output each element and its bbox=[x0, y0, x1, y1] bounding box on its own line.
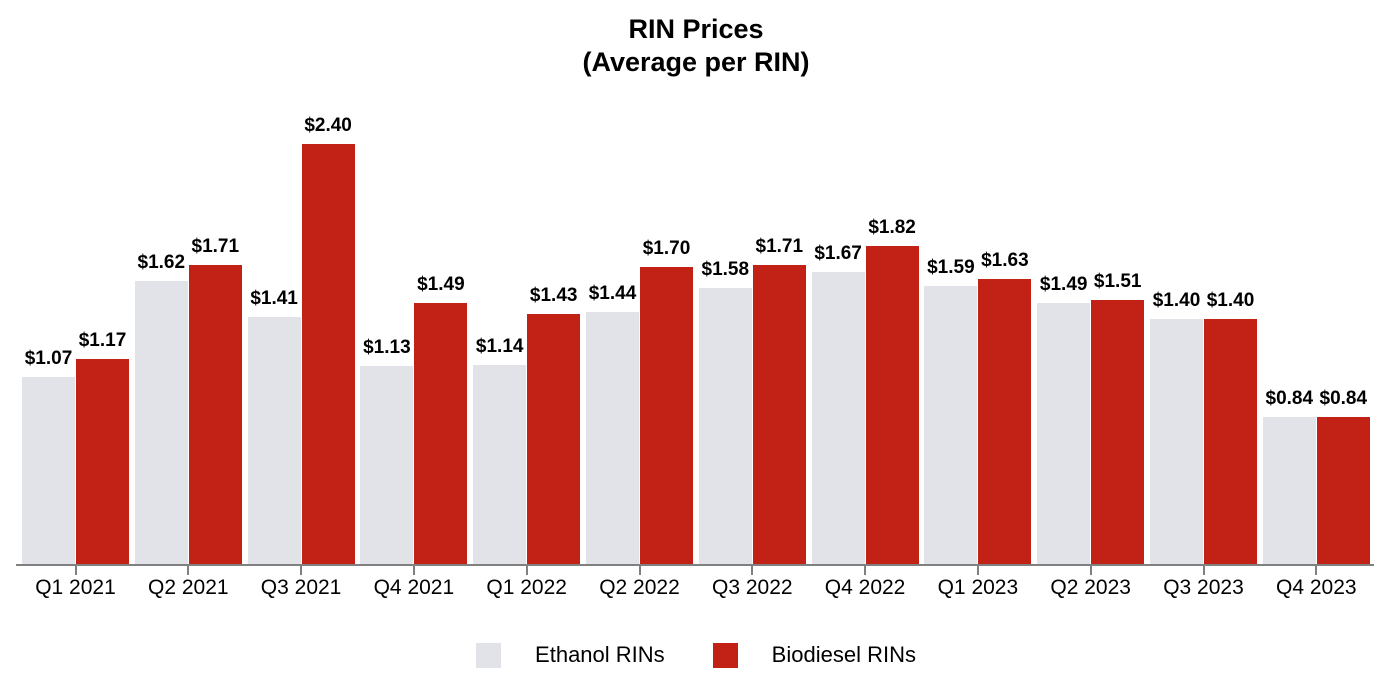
bar-biodiesel-rins-q1-2021 bbox=[76, 359, 129, 564]
x-axis-label-q2-2023: Q2 2023 bbox=[1050, 576, 1131, 599]
x-axis-tick-q3-2023 bbox=[1202, 566, 1205, 575]
value-label-biodiesel-rins-q2-2021: $1.71 bbox=[191, 235, 240, 257]
x-axis-tick-q3-2022 bbox=[751, 566, 754, 575]
bar-biodiesel-rins-q2-2022 bbox=[640, 266, 693, 564]
x-axis-label-q2-2022: Q2 2022 bbox=[599, 576, 680, 599]
bar-ethanol-rins-q3-2021 bbox=[247, 317, 301, 564]
bar-ethanol-rins-q4-2021 bbox=[360, 366, 414, 564]
bar-ethanol-rins-q3-2022 bbox=[698, 287, 752, 564]
legend-swatch-biodiesel-rins bbox=[712, 642, 738, 668]
chart-title-line-1: RIN Prices bbox=[628, 14, 764, 44]
legend-label-biodiesel-rins: Biodiesel RINs bbox=[771, 642, 916, 667]
legend-item-biodiesel-rins: Biodiesel RINs bbox=[712, 642, 916, 668]
x-axis-label-q4-2022: Q4 2022 bbox=[824, 576, 906, 599]
bar-biodiesel-rins-q4-2023 bbox=[1316, 417, 1370, 564]
x-axis-label-q4-2021: Q4 2021 bbox=[373, 576, 455, 599]
value-label-biodiesel-rins-q3-2023: $1.40 bbox=[1206, 290, 1255, 311]
bar-biodiesel-rins-q4-2021 bbox=[414, 303, 468, 564]
x-axis-tick-q4-2021 bbox=[412, 566, 415, 575]
bar-ethanol-rins-q1-2021 bbox=[22, 376, 75, 564]
value-label-ethanol-rins-q4-2021: $1.13 bbox=[363, 337, 411, 359]
bar-biodiesel-rins-q4-2022 bbox=[865, 245, 919, 564]
x-axis-tick-q1-2023 bbox=[976, 566, 979, 575]
value-label-ethanol-rins-q1-2022: $1.14 bbox=[475, 335, 524, 357]
x-axis-label-q3-2022: Q3 2022 bbox=[712, 576, 793, 599]
value-label-ethanol-rins-q3-2021: $1.41 bbox=[250, 288, 298, 310]
x-axis-tick-q1-2022 bbox=[525, 566, 528, 575]
x-axis-label-q3-2023: Q3 2023 bbox=[1163, 576, 1244, 599]
x-axis-tick-q2-2021 bbox=[187, 566, 190, 575]
value-label-biodiesel-rins-q1-2022: $1.43 bbox=[529, 284, 578, 306]
value-label-biodiesel-rins-q4-2022: $1.82 bbox=[868, 216, 916, 238]
value-label-ethanol-rins-q3-2023: $1.40 bbox=[1152, 290, 1201, 311]
bar-ethanol-rins-q4-2023 bbox=[1262, 417, 1316, 564]
x-axis-label-q2-2021: Q2 2021 bbox=[148, 576, 229, 599]
value-label-ethanol-rins-q2-2021: $1.62 bbox=[137, 251, 186, 273]
x-axis-label-q4-2023: Q4 2023 bbox=[1276, 576, 1357, 599]
bar-biodiesel-rins-q3-2021 bbox=[301, 144, 355, 564]
x-axis-tick-q3-2021 bbox=[300, 566, 303, 575]
value-label-ethanol-rins-q1-2021: $1.07 bbox=[24, 347, 73, 369]
value-label-biodiesel-rins-q2-2022: $1.70 bbox=[642, 237, 691, 259]
legend-item-ethanol-rins: Ethanol RINs bbox=[476, 642, 665, 668]
value-label-biodiesel-rins-q1-2021: $1.17 bbox=[78, 330, 127, 352]
x-axis-label-q3-2021: Q3 2021 bbox=[260, 576, 342, 599]
value-label-ethanol-rins-q4-2022: $1.67 bbox=[814, 242, 862, 264]
value-label-ethanol-rins-q2-2023: $1.49 bbox=[1039, 274, 1088, 296]
value-label-biodiesel-rins-q4-2021: $1.49 bbox=[417, 274, 465, 296]
bar-biodiesel-rins-q2-2021 bbox=[188, 264, 242, 564]
legend-swatch-ethanol-rins bbox=[476, 642, 502, 668]
legend-label-ethanol-rins: Ethanol RINs bbox=[535, 642, 665, 667]
x-axis-tick-q4-2023 bbox=[1315, 566, 1318, 575]
x-axis-tick-q4-2022 bbox=[864, 566, 867, 575]
x-axis-tick-q2-2022 bbox=[638, 566, 641, 575]
x-axis-label-q1-2022: Q1 2022 bbox=[486, 576, 567, 599]
chart-title-line-2: (Average per RIN) bbox=[582, 47, 810, 77]
value-label-biodiesel-rins-q4-2023: $0.84 bbox=[1319, 388, 1368, 409]
bar-biodiesel-rins-q1-2022 bbox=[527, 313, 581, 564]
bar-ethanol-rins-q1-2023 bbox=[924, 285, 978, 564]
bar-ethanol-rins-q4-2022 bbox=[811, 271, 865, 564]
value-label-biodiesel-rins-q1-2023: $1.63 bbox=[981, 249, 1029, 271]
bar-biodiesel-rins-q1-2023 bbox=[978, 278, 1032, 564]
bar-biodiesel-rins-q3-2022 bbox=[752, 264, 806, 564]
bar-ethanol-rins-q2-2023 bbox=[1037, 303, 1091, 564]
bar-ethanol-rins-q3-2023 bbox=[1150, 319, 1203, 564]
bar-ethanol-rins-q2-2022 bbox=[586, 312, 639, 564]
value-label-ethanol-rins-q4-2023: $0.84 bbox=[1265, 388, 1314, 409]
value-label-ethanol-rins-q1-2023: $1.59 bbox=[927, 256, 975, 278]
value-label-biodiesel-rins-q2-2023: $1.51 bbox=[1093, 270, 1142, 292]
x-axis-tick-q1-2021 bbox=[74, 566, 77, 575]
bar-ethanol-rins-q2-2021 bbox=[134, 280, 188, 564]
x-axis-label-q1-2021: Q1 2021 bbox=[35, 576, 116, 599]
value-label-ethanol-rins-q3-2022: $1.58 bbox=[701, 258, 750, 280]
chart-title: RIN Prices (Average per RIN) bbox=[0, 13, 1392, 79]
bar-biodiesel-rins-q3-2023 bbox=[1204, 319, 1257, 564]
x-axis-line bbox=[16, 564, 1374, 566]
value-label-biodiesel-rins-q3-2022: $1.71 bbox=[755, 235, 804, 257]
value-label-ethanol-rins-q2-2022: $1.44 bbox=[588, 283, 637, 304]
bar-ethanol-rins-q1-2022 bbox=[473, 364, 527, 564]
value-label-biodiesel-rins-q3-2021: $2.40 bbox=[304, 115, 352, 136]
bar-biodiesel-rins-q2-2023 bbox=[1091, 299, 1145, 564]
x-axis-tick-q2-2023 bbox=[1089, 566, 1092, 575]
x-axis-label-q1-2023: Q1 2023 bbox=[937, 576, 1019, 599]
legend: Ethanol RINs Biodiesel RINs bbox=[0, 642, 1392, 668]
